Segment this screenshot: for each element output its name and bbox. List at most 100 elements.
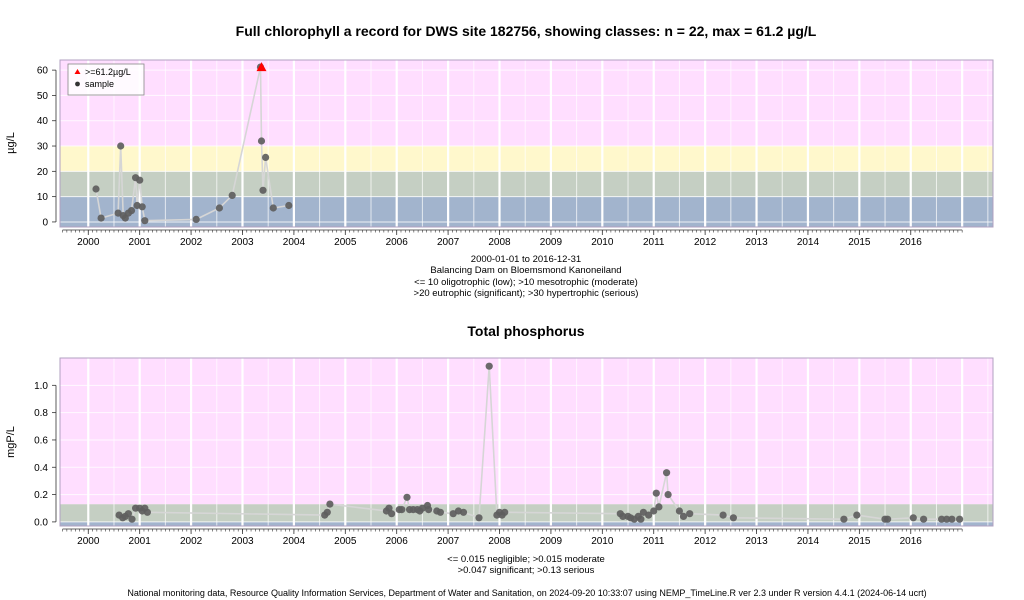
legend-dot-icon: [75, 81, 80, 87]
phosphorus-x-tick-label: 2014: [797, 536, 820, 547]
chlorophyll-x-tick-label: 2008: [488, 237, 511, 248]
phosphorus-x-tick-label: 2006: [386, 536, 409, 547]
chlorophyll-class-bands: [60, 60, 993, 227]
chlorophyll-y-tick-label: 20: [37, 167, 49, 178]
phosphorus-band-pink: [60, 358, 993, 505]
chlorophyll-x-tick-label: 2001: [129, 237, 152, 248]
phosphorus-y-tick-label: 0.4: [34, 463, 48, 474]
chlorophyll-data-point: [215, 204, 223, 212]
phosphorus-data-point: [655, 503, 663, 511]
phosphorus-x-axis: 2000 2001 2002 2003 2004 2005 2006 2007 2008 2009…: [62, 528, 963, 547]
phosphorus-captions: <= 0.015 negligible; >0.015 moderate >0.…: [447, 554, 605, 576]
phosphorus-data-point: [729, 514, 738, 522]
phosphorus-data-point: [650, 507, 658, 515]
chlorophyll-x-tick-label: 2000: [77, 237, 100, 248]
chlorophyll-x-axis: 2000 2001 2002 2003 2004 2005 2006 2007 2008 2009…: [62, 229, 963, 248]
phosphorus-plot-frame: [59, 357, 994, 527]
chlorophyll-x-tick-label: 2004: [283, 237, 306, 248]
phosphorus-x-tick-label: 2016: [900, 536, 923, 547]
phosphorus-x-tick-label: 2003: [231, 536, 254, 547]
phosphorus-data-point: [326, 500, 334, 508]
chlorophyll-data-point: [257, 137, 266, 145]
phosphorus-x-tick-label: 2001: [129, 536, 152, 547]
phosphorus-data-point: [501, 508, 509, 516]
chlorophyll-caption-class-low: <= 10 oligotrophic (low); >10 mesotrophi…: [414, 277, 638, 288]
phosphorus-x-tick-label: 2004: [283, 536, 306, 547]
chlorophyll-data-point: [285, 201, 293, 210]
chlorophyll-series-path: [95, 66, 289, 222]
phosphorus-data-point: [853, 511, 861, 519]
phosphorus-data-point: [884, 515, 892, 523]
phosphorus-data-point: [385, 504, 393, 512]
phosphorus-data-point: [475, 514, 483, 522]
phosphorus-data-point: [459, 508, 468, 516]
chlorophyll-gridlines: [60, 60, 993, 227]
chlorophyll-y-tick-label: 0: [42, 217, 48, 228]
phosphorus-data-point: [124, 510, 132, 518]
phosphorus-x-tick-label: 2009: [540, 536, 563, 547]
phosphorus-y-tick-label: 1.0: [34, 381, 48, 392]
chlorophyll-y-label: µg/L: [5, 132, 17, 154]
phosphorus-data-point: [840, 515, 848, 523]
chlorophyll-y-tick-label: 60: [37, 66, 49, 77]
phosphorus-data-point: [719, 511, 727, 519]
phosphorus-data-point: [637, 515, 645, 523]
chlorophyll-plot-frame: [59, 59, 994, 228]
phosphorus-data-point: [425, 506, 433, 514]
phosphorus-data-point: [323, 508, 331, 516]
phosphorus-data-point: [909, 514, 917, 522]
phosphorus-data-point: [675, 507, 684, 515]
chlorophyll-data-point: [192, 215, 200, 223]
phosphorus-caption-class-low: <= 0.015 negligible; >0.015 moderate: [447, 554, 605, 565]
chlorophyll-caption-class-high: >20 eutrophic (significant); >30 hypertr…: [414, 288, 639, 299]
legend-max-label: >=61.2µg/L: [85, 67, 131, 77]
phosphorus-data-point: [920, 515, 928, 523]
chlorophyll-x-tick-label: 2002: [180, 237, 203, 248]
chlorophyll-x-tick-label: 2011: [643, 237, 665, 248]
chlorophyll-data-point: [97, 214, 105, 222]
chlorophyll-data-point: [117, 142, 125, 150]
chlorophyll-x-tick-label: 2012: [694, 237, 717, 248]
phosphorus-data-point: [664, 491, 672, 499]
phosphorus-x-tick-label: 2008: [488, 536, 511, 547]
phosphorus-data-point: [686, 510, 694, 518]
legend-sample-label: sample: [85, 79, 114, 89]
chlorophyll-data-point: [138, 203, 146, 211]
phosphorus-x-tick-label: 2000: [77, 536, 100, 547]
phosphorus-band-blue: [60, 521, 993, 526]
chlorophyll-x-tick-label: 2006: [386, 237, 409, 248]
chlorophyll-data-point: [127, 207, 136, 215]
chlorophyll-y-tick-label: 40: [37, 116, 49, 127]
phosphorus-chart-title: Total phosphorus: [467, 323, 584, 339]
phosphorus-y-axis: 0.0 0.2 0.4 0.6 0.8 1.0: [34, 381, 57, 528]
chlorophyll-data-point: [136, 176, 144, 184]
chlorophyll-band-yellow: [60, 146, 993, 172]
chlorophyll-y-axis: 0 10 20 30 40 50 60: [37, 66, 57, 228]
phosphorus-data-point: [645, 511, 653, 519]
chlorophyll-captions: 2000-01-01 to 2016-12-31 Balancing Dam o…: [414, 254, 639, 299]
footer-credit: National monitoring data, Resource Quali…: [127, 588, 926, 598]
chlorophyll-y-tick-label: 50: [37, 91, 49, 102]
chlorophyll-data-point: [259, 186, 267, 194]
phosphorus-data-point: [436, 508, 444, 516]
phosphorus-x-tick-label: 2012: [694, 536, 717, 547]
chlorophyll-x-tick-label: 2015: [848, 237, 871, 248]
phosphorus-x-tick-label: 2015: [848, 536, 871, 547]
phosphorus-data-point: [652, 489, 660, 497]
phosphorus-data-point: [485, 362, 493, 370]
chlorophyll-x-tick-label: 2013: [745, 237, 768, 248]
phosphorus-y-tick-label: 0.6: [34, 435, 48, 446]
chlorophyll-max-marker: [256, 62, 267, 72]
phosphorus-x-tick-label: 2007: [437, 536, 460, 547]
chlorophyll-x-tick-label: 2010: [591, 237, 614, 248]
phosphorus-data-point: [619, 512, 627, 521]
chlorophyll-points: [92, 62, 293, 225]
phosphorus-data-point: [679, 512, 688, 521]
chlorophyll-x-tick-label: 2014: [797, 237, 820, 248]
chlorophyll-band-green: [60, 171, 993, 197]
phosphorus-x-tick-label: 2013: [745, 536, 768, 547]
chlorophyll-data-point: [92, 185, 100, 193]
chlorophyll-y-tick-label: 10: [37, 192, 49, 203]
phosphorus-class-bands: [60, 358, 993, 526]
